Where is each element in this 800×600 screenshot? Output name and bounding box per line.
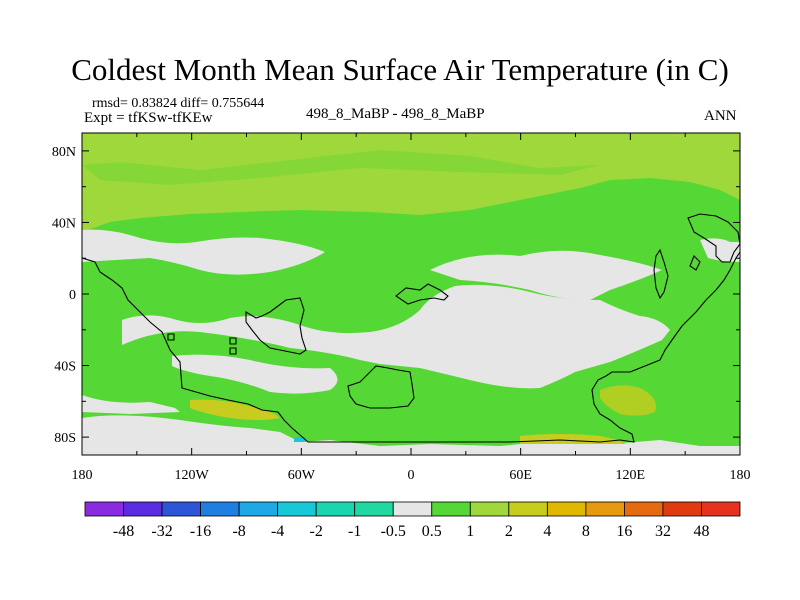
y-tick-label: 0 — [69, 288, 76, 303]
field-region-near-zero — [82, 395, 180, 414]
x-tick-label: 120W — [175, 468, 210, 483]
field-region-near-zero — [430, 250, 662, 300]
coastline-east-island — [653, 248, 669, 300]
x-tick-label: 60W — [288, 468, 316, 483]
colorbar-label: -48 — [113, 523, 134, 540]
colorbar-label: 0.5 — [422, 523, 442, 540]
center-label: 498_8_MaBP - 498_8_MaBP — [306, 106, 485, 122]
colorbar-label: 2 — [505, 523, 513, 540]
coastline-islet — [229, 347, 237, 355]
colorbar-label: 8 — [582, 523, 590, 540]
field-region-near-zero — [172, 354, 338, 394]
coastline-islet — [229, 337, 237, 345]
colorbar-swatch — [585, 501, 625, 517]
colorbar-label: -16 — [190, 523, 211, 540]
colorbar-swatch — [508, 501, 548, 517]
colorbar-label: 4 — [543, 523, 551, 540]
colorbar-label: -1 — [348, 523, 361, 540]
x-tick-label: 120E — [616, 468, 646, 483]
coastline-main — [81, 251, 741, 443]
colorbar-swatch — [662, 501, 702, 517]
coastline-southeast-asia — [245, 297, 307, 355]
colorbar-swatch — [469, 501, 510, 517]
x-tick-label: 180 — [730, 468, 751, 483]
colorbar-label: -32 — [151, 523, 172, 540]
field-region-high-lat — [82, 150, 600, 185]
coastline-islet — [167, 333, 175, 341]
coastline-antarctic-plate — [347, 365, 415, 409]
colorbar-swatch — [315, 501, 356, 517]
colorbar-swatch — [277, 501, 317, 517]
colorbar-swatch — [123, 501, 163, 517]
coastline-islet — [689, 255, 701, 271]
colorbar-swatch — [546, 501, 587, 517]
y-tick-label: 80N — [52, 145, 76, 160]
chart-title: Coldest Month Mean Surface Air Temperatu… — [71, 52, 729, 87]
field-region-cool — [294, 437, 306, 442]
x-tick-label: 60E — [509, 468, 532, 483]
colorbar-swatch — [624, 501, 664, 517]
y-tick-label: 40S — [54, 360, 76, 375]
experiment-text: Expt = tfKSw-tfKEw — [84, 110, 213, 126]
colorbar-swatch — [161, 501, 201, 517]
colorbar-label: -2 — [310, 523, 323, 540]
colorbar-label: 48 — [693, 523, 709, 540]
colorbar-swatch — [200, 501, 240, 517]
field-region-near-zero — [82, 415, 740, 455]
coastline-northeast — [687, 213, 741, 263]
colorbar-swatch — [431, 501, 471, 517]
x-axis: 180 120W 60W 0 60E 120E 180 — [72, 133, 751, 483]
colorbar-label: 32 — [655, 523, 671, 540]
x-tick-label: 0 — [408, 468, 415, 483]
y-tick-label: 80S — [54, 431, 76, 446]
field-region-near-zero — [82, 229, 325, 275]
colorbar-label: -4 — [271, 523, 284, 540]
colorbar-swatch — [701, 501, 741, 517]
x-tick-label: 180 — [72, 468, 93, 483]
colorbar-label: -8 — [232, 523, 245, 540]
stats-text: rmsd= 0.83824 diff= 0.755644 — [92, 96, 265, 111]
colorbar-label: 16 — [616, 523, 632, 540]
temperature-field — [82, 133, 740, 455]
colorbar-label: -0.5 — [381, 523, 406, 540]
colorbar-swatch — [238, 501, 279, 517]
season-label: ANN — [704, 108, 737, 124]
y-tick-label: 40N — [52, 216, 76, 231]
y-axis: 80N 40N 0 40S 80S — [52, 145, 740, 446]
coastline-small-island — [395, 283, 449, 305]
colorbar-swatch — [84, 501, 124, 517]
colorbar-swatch — [392, 501, 433, 517]
field-region-near-zero — [700, 238, 740, 262]
colorbar: -48 -32 -16 -8 -4 -2 -1 -0.5 0.5 1 2 4 8 16 32 48 — [84, 501, 741, 540]
field-region-near-zero — [122, 284, 670, 389]
coastlines — [81, 213, 741, 443]
colorbar-label: 1 — [466, 523, 474, 540]
colorbar-swatch — [354, 501, 394, 517]
field-region-warm — [190, 399, 280, 420]
field-region-warm — [600, 385, 656, 416]
